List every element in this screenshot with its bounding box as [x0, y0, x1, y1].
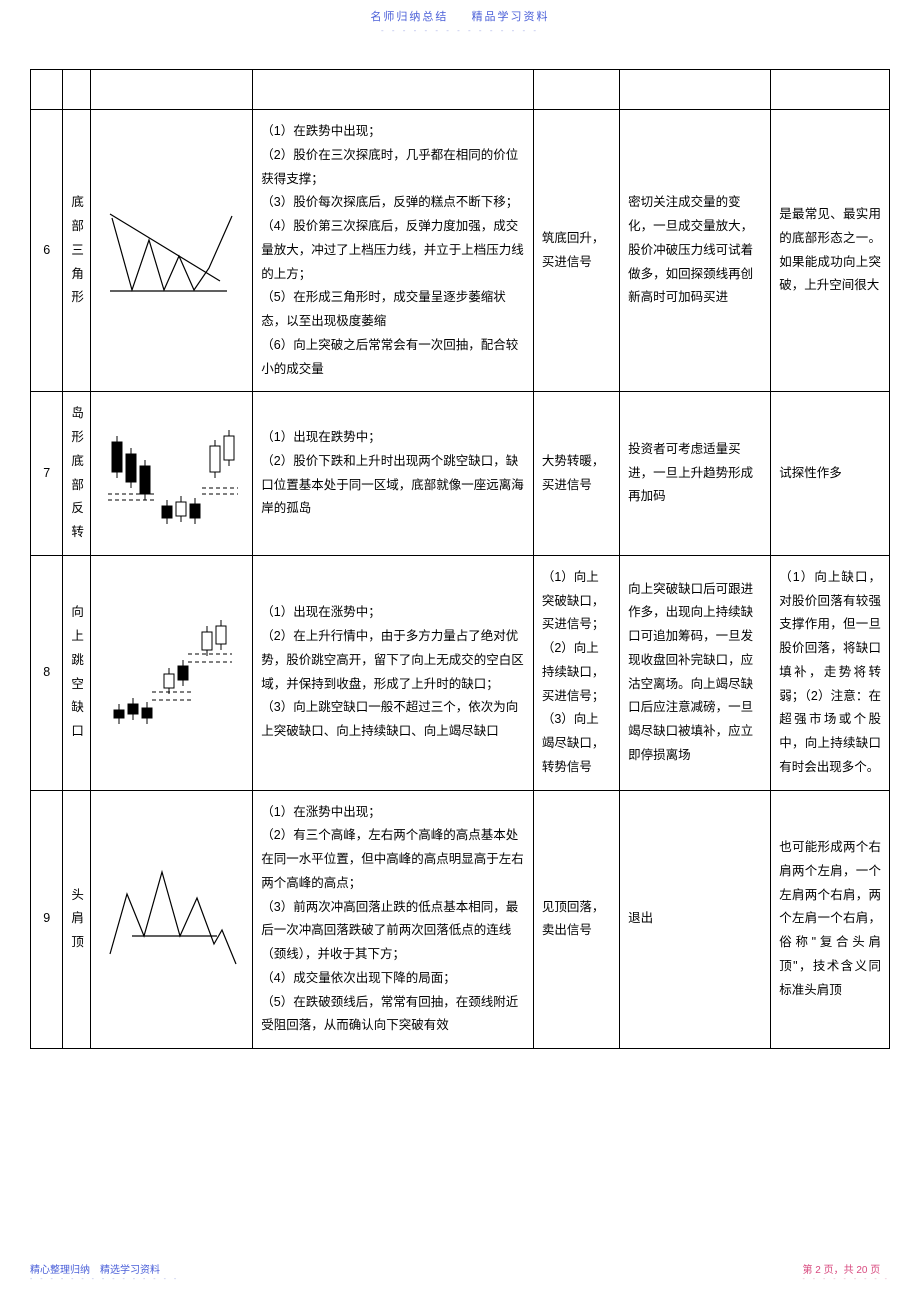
- footer-left-text: 精心整理归纳 精选学习资料: [30, 1261, 179, 1276]
- pattern-name: 向上跳空缺口: [63, 555, 91, 790]
- pattern-name: 岛形底部反转: [63, 392, 91, 556]
- pattern-operation: 投资者可考虑适量买进，一旦上升趋势形成再加码: [620, 392, 771, 556]
- pattern-name: 头肩顶: [63, 790, 91, 1049]
- spacer-row: [31, 70, 890, 110]
- row-number: 6: [31, 110, 63, 392]
- page-header: 名师归纳总结 精品学习资料 - - - - - - - - - - - - - …: [0, 0, 920, 39]
- pattern-description: （1）在涨势中出现；（2）有三个高峰，左右两个高峰的高点基本处在同一水平位置，但…: [253, 790, 534, 1049]
- pattern-chart: [91, 110, 253, 392]
- pattern-signal: （1）向上突破缺口，买进信号；（2）向上持续缺口，买进信号；（3）向上竭尽缺口，…: [533, 555, 619, 790]
- pattern-operation: 密切关注成交量的变化，一旦成交量放大，股价冲破压力线可试着做多，如回探颈线再创新…: [620, 110, 771, 392]
- pattern-note: 试探性作多: [771, 392, 890, 556]
- table-row: 6底部三角形 （1）在跌势中出现；（2）股价在三次探底时，几乎都在相同的价位获得…: [31, 110, 890, 392]
- pattern-description: （1）在跌势中出现；（2）股价在三次探底时，几乎都在相同的价位获得支撑；（3）股…: [253, 110, 534, 392]
- footer-right-text: 第 2 页，共 20 页: [802, 1261, 890, 1276]
- header-right-text: 精品学习资料: [472, 11, 550, 23]
- header-dots: - - - - - - - - - - - - - - -: [0, 26, 920, 35]
- row-number: 7: [31, 392, 63, 556]
- pattern-note: （1）向上缺口，对股价回落有较强支撑作用，但一旦股价回落，将缺口填补，走势将转弱…: [771, 555, 890, 790]
- footer-left-dots: - - - - - - - - - - - - - - -: [30, 1276, 179, 1283]
- pattern-description: （1）出现在跌势中；（2）股价下跌和上升时出现两个跳空缺口，缺口位置基本处于同一…: [253, 392, 534, 556]
- pattern-chart: [91, 555, 253, 790]
- pattern-operation: 向上突破缺口后可跟进作多，出现向上持续缺口可追加筹码，一旦发现收盘回补完缺口，应…: [620, 555, 771, 790]
- pattern-description: （1）出现在涨势中；（2）在上升行情中，由于多方力量占了绝对优势，股价跳空高开，…: [253, 555, 534, 790]
- pattern-name: 底部三角形: [63, 110, 91, 392]
- row-number: 9: [31, 790, 63, 1049]
- pattern-note: 是最常见、最实用的底部形态之一。如果能成功向上突破，上升空间很大: [771, 110, 890, 392]
- pattern-signal: 见顶回落，卖出信号: [533, 790, 619, 1049]
- pattern-operation: 退出: [620, 790, 771, 1049]
- pattern-signal: 大势转暖，买进信号: [533, 392, 619, 556]
- table-row: 7岛形底部反转 （1）出现在跌势中；（2）股价下跌和上升时出现两个跳空缺口，缺口位…: [31, 392, 890, 556]
- table-row: 8向上跳空缺口 （1）出现在涨势中；（2）在上升行情中，由于多方力量占了绝对优势，…: [31, 555, 890, 790]
- pattern-chart: [91, 790, 253, 1049]
- footer-right-dots: - - - - - - - - -: [802, 1276, 890, 1283]
- pattern-note: 也可能形成两个右肩两个左肩，一个左肩两个右肩，两个左肩一个右肩，俗称"复合头肩顶…: [771, 790, 890, 1049]
- row-number: 8: [31, 555, 63, 790]
- table-row: 9头肩顶 （1）在涨势中出现；（2）有三个高峰，左右两个高峰的高点基本处在同一水…: [31, 790, 890, 1049]
- page-footer: 精心整理归纳 精选学习资料 - - - - - - - - - - - - - …: [30, 1261, 890, 1283]
- pattern-table: 6底部三角形 （1）在跌势中出现；（2）股价在三次探底时，几乎都在相同的价位获得…: [30, 69, 890, 1049]
- header-left-text: 名师归纳总结: [370, 11, 448, 23]
- pattern-chart: [91, 392, 253, 556]
- pattern-signal: 筑底回升，买进信号: [533, 110, 619, 392]
